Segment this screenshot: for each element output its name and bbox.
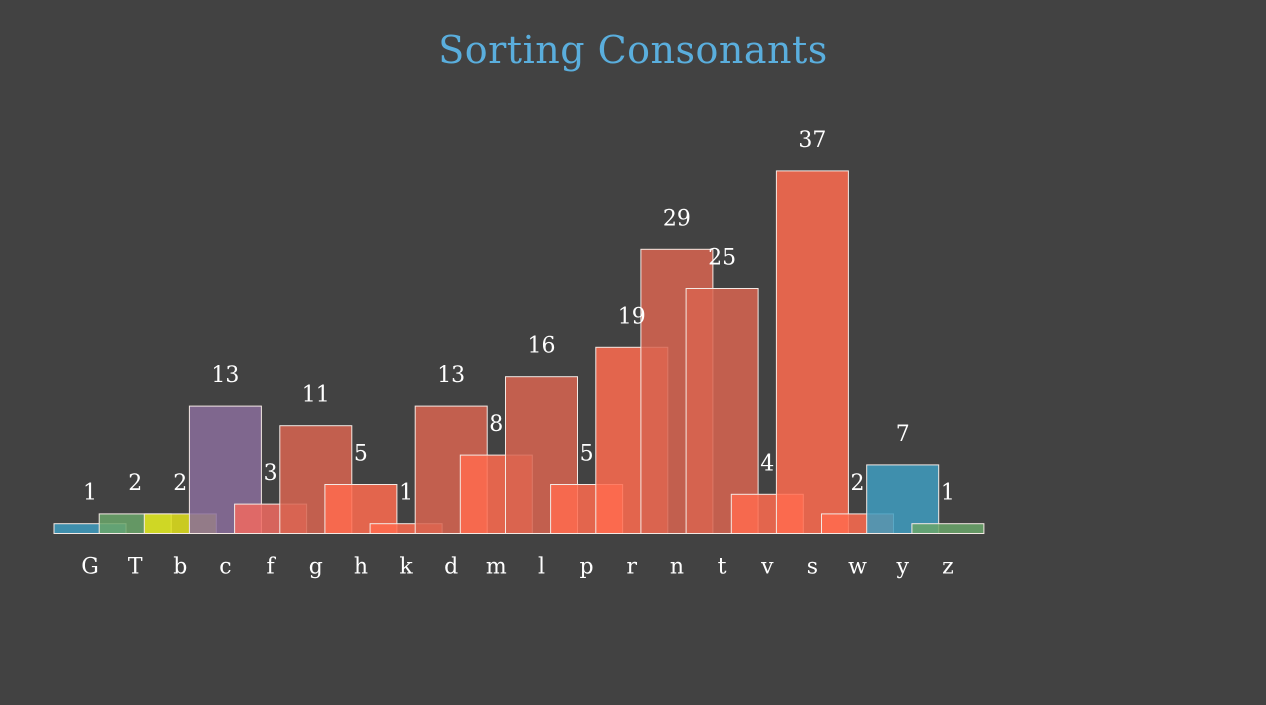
value-label-d: 13 xyxy=(437,363,465,388)
bar-t xyxy=(685,288,759,534)
tick-label-y: y xyxy=(895,555,909,580)
value-label-p: 5 xyxy=(580,442,594,467)
tick-label-h: h xyxy=(354,555,368,580)
tick-label-v: v xyxy=(760,555,774,580)
bar-s xyxy=(775,170,849,534)
bar-y xyxy=(866,464,940,534)
chart-title: Sorting Consonants xyxy=(438,28,828,72)
value-label-r: 19 xyxy=(618,304,646,329)
tick-label-t: t xyxy=(718,555,727,580)
tick-label-r: r xyxy=(627,555,638,580)
bar-z xyxy=(911,523,985,535)
tick-label-n: n xyxy=(670,555,684,580)
tick-label-z: z xyxy=(942,555,954,580)
tick-label-f: f xyxy=(267,555,277,580)
value-label-T: 2 xyxy=(128,471,142,496)
value-label-g: 11 xyxy=(302,383,330,408)
tick-label-T: T xyxy=(128,555,143,580)
tick-label-m: m xyxy=(486,555,507,580)
value-label-v: 4 xyxy=(760,451,774,476)
value-label-G: 1 xyxy=(83,481,97,506)
value-label-f: 3 xyxy=(264,461,278,486)
value-label-m: 8 xyxy=(489,412,503,437)
value-label-z: 1 xyxy=(941,481,955,506)
tick-label-c: c xyxy=(219,555,231,580)
tick-label-l: l xyxy=(538,555,545,580)
tick-label-w: w xyxy=(848,555,867,580)
value-label-w: 2 xyxy=(851,471,865,496)
value-label-t: 25 xyxy=(708,246,736,271)
value-label-y: 7 xyxy=(896,422,910,447)
tick-label-s: s xyxy=(807,555,818,580)
tick-label-b: b xyxy=(173,555,187,580)
value-label-k: 1 xyxy=(399,481,413,506)
value-label-s: 37 xyxy=(798,128,826,153)
value-label-c: 13 xyxy=(211,363,239,388)
value-label-b: 2 xyxy=(173,471,187,496)
tick-label-k: k xyxy=(399,555,413,580)
value-labels-layer: 1 2 2 13 3 11 5 1 13 8 16 5 19 29 25 4 37 2 7 1 xyxy=(83,128,955,506)
value-label-n: 29 xyxy=(663,206,691,231)
tick-label-G: G xyxy=(81,555,99,580)
bar-g xyxy=(279,425,353,535)
value-label-l: 16 xyxy=(528,334,556,359)
tick-label-p: p xyxy=(580,555,594,580)
tick-label-d: d xyxy=(444,555,458,580)
tick-label-g: g xyxy=(309,555,323,580)
bars-layer xyxy=(53,170,985,535)
value-label-h: 5 xyxy=(354,442,368,467)
